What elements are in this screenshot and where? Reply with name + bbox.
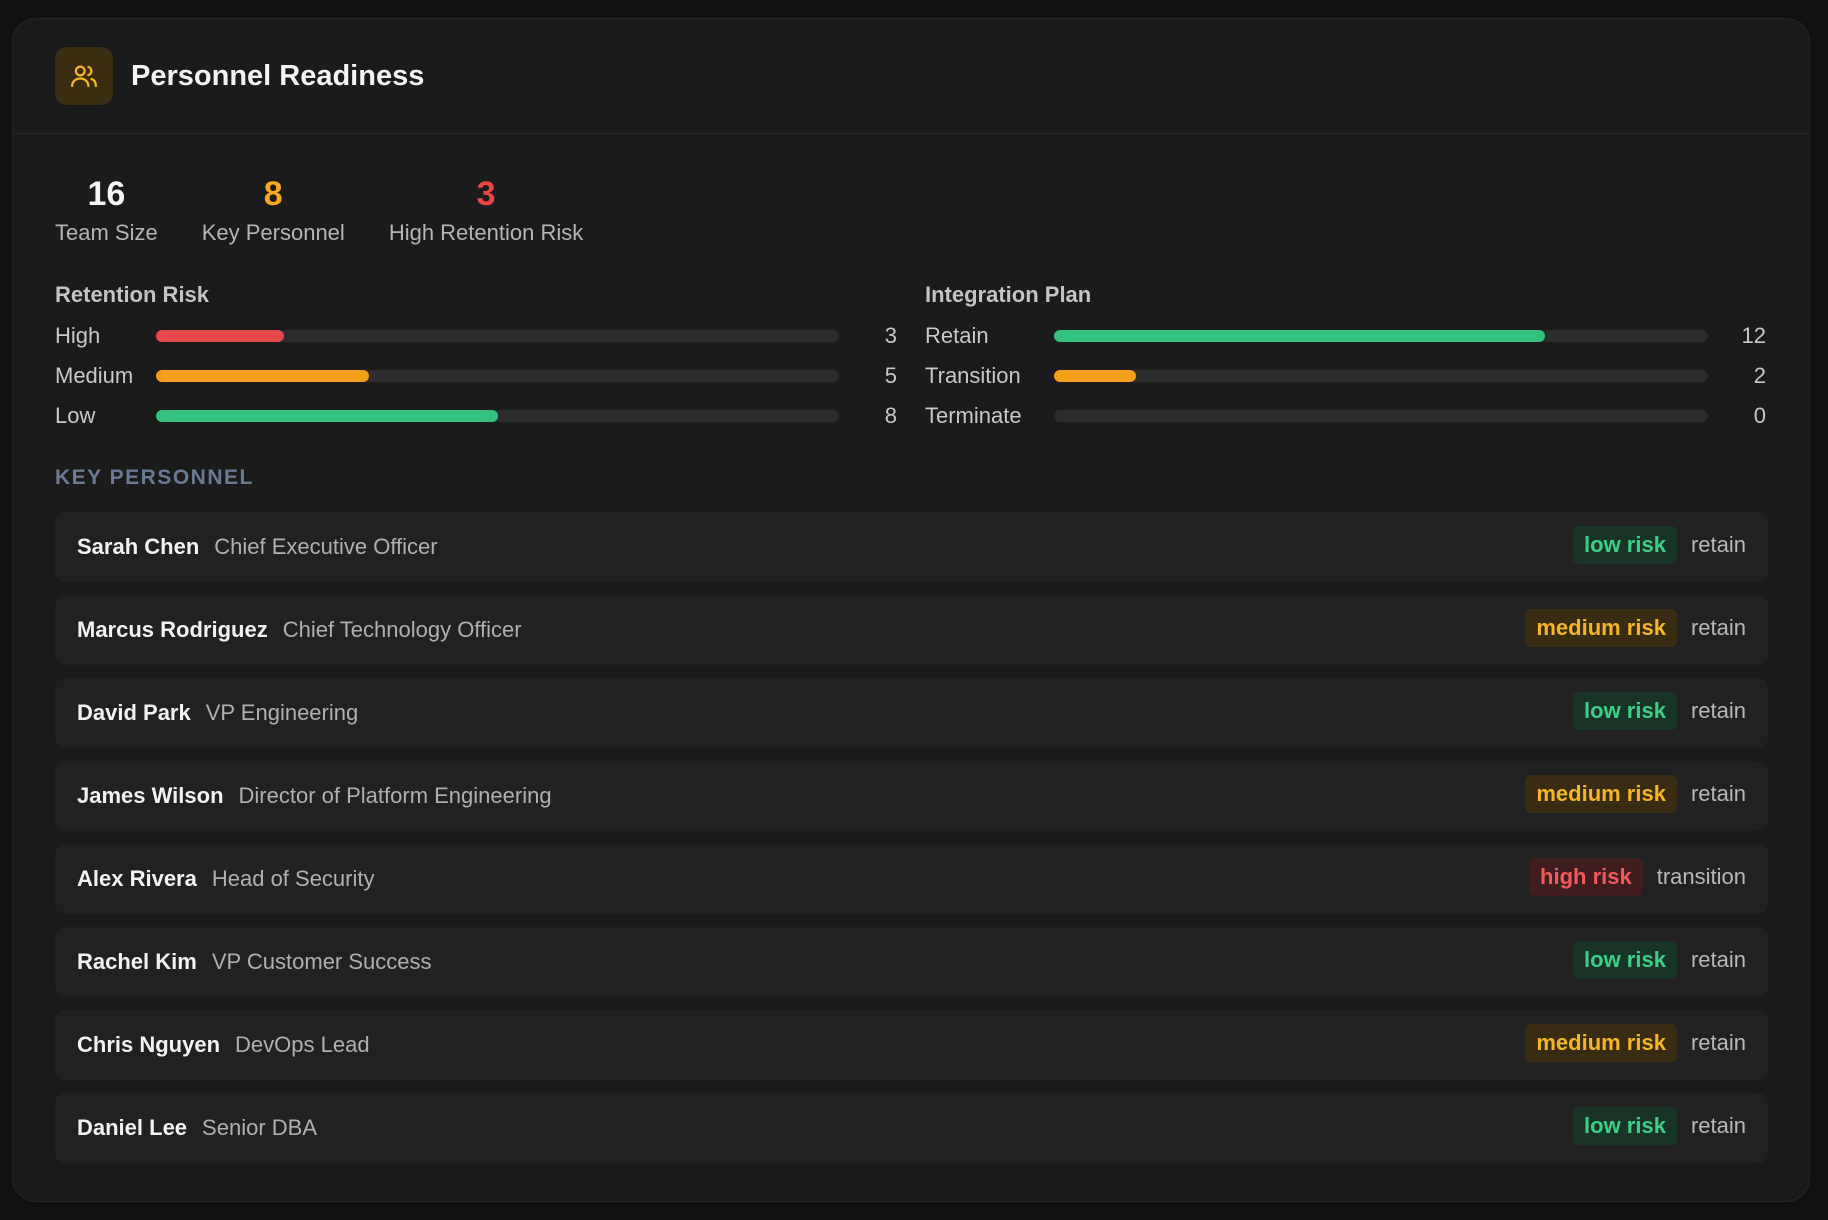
person-name: Marcus Rodriguez (77, 617, 268, 642)
stat-value: 16 (87, 175, 126, 213)
retention-risk-section: Retention Risk High 3 Medium 5 Low 8 (55, 280, 925, 436)
person-role: VP Customer Success (211, 949, 432, 974)
bar-track (1054, 370, 1708, 382)
risk-badge: medium risk (1525, 609, 1677, 647)
list-item[interactable]: Chris Nguyen DevOps Lead medium risk retain (55, 1010, 1768, 1080)
integration-plan-section: Integration Plan Retain 12 Transition 2 Term… (925, 280, 1767, 436)
stat-team-size: 16 Team Size (55, 174, 158, 246)
bar-count: 2 (1753, 363, 1766, 388)
person-role: Director of Platform Engineering (238, 783, 552, 808)
list-item[interactable]: Rachel Kim VP Customer Success low risk ret… (55, 927, 1768, 997)
risk-badge: low risk (1573, 941, 1677, 979)
bar-label: Transition (925, 363, 1021, 388)
stats-row: 16 Team Size 8 Key Personnel 3 High Rete… (55, 174, 1767, 246)
person-role: Head of Security (211, 866, 375, 891)
key-personnel-heading: KEY PERSONNEL (55, 466, 254, 489)
stat-label: High Retention Risk (388, 220, 584, 245)
stat-value: 8 (263, 175, 283, 213)
section-title: Integration Plan (925, 282, 1092, 307)
stat-value: 3 (476, 175, 496, 213)
person-name: Daniel Lee (77, 1115, 188, 1140)
person-role: Senior DBA (202, 1115, 317, 1140)
plan-label: retain (1690, 698, 1746, 723)
person-role: VP Engineering (205, 700, 359, 725)
stat-label: Key Personnel (201, 220, 345, 245)
person-name: David Park (77, 700, 191, 725)
bar-fill (156, 410, 498, 422)
risk-badge: high risk (1529, 858, 1643, 896)
list-item[interactable]: Sarah Chen Chief Executive Officer low ris… (55, 512, 1768, 582)
bar-label: Low (55, 403, 96, 428)
bar-track (156, 370, 839, 382)
plan-label: transition (1656, 864, 1746, 889)
plan-label: retain (1690, 947, 1746, 972)
bar-track (156, 410, 839, 422)
bar-count: 0 (1753, 403, 1766, 428)
section-title: Retention Risk (55, 282, 210, 307)
personnel-readiness-card: Personnel Readiness 16 Team Size 8 Key P… (12, 18, 1810, 1202)
person-role: Chief Technology Officer (282, 617, 522, 642)
bar-row-terminate: Terminate 0 (925, 396, 1767, 436)
person-role: Chief Executive Officer (214, 534, 438, 559)
list-item[interactable]: James Wilson Director of Platform Enginee… (55, 761, 1768, 831)
bar-row-medium: Medium 5 (55, 356, 925, 396)
bar-fill (156, 330, 285, 342)
bar-row-retain: Retain 12 (925, 316, 1767, 356)
bar-label: Terminate (925, 403, 1022, 428)
bar-row-high: High 3 (55, 316, 925, 356)
risk-badge: low risk (1573, 526, 1677, 564)
list-item[interactable]: Alex Rivera Head of Security high risk tran… (55, 844, 1768, 914)
bar-count: 8 (884, 403, 897, 428)
bar-label: High (55, 323, 101, 348)
stat-key-personnel: 8 Key Personnel (202, 174, 345, 246)
bar-row-low: Low 8 (55, 396, 925, 436)
bar-count: 3 (884, 323, 897, 348)
person-role: DevOps Lead (235, 1032, 370, 1057)
users-icon (55, 47, 113, 105)
bar-count: 5 (884, 363, 897, 388)
bar-fill (1054, 370, 1136, 382)
bar-track (1054, 410, 1708, 422)
list-item[interactable]: David Park VP Engineering low risk retain (55, 678, 1768, 748)
plan-label: retain (1690, 781, 1746, 806)
page-title: Personnel Readiness (131, 59, 425, 92)
bar-track (156, 330, 839, 342)
bar-fill (1054, 330, 1545, 342)
person-name: Rachel Kim (77, 949, 197, 974)
risk-badge: low risk (1573, 1107, 1677, 1145)
list-item[interactable]: Daniel Lee Senior DBA low risk retain (55, 1093, 1768, 1163)
key-personnel-list: Sarah Chen Chief Executive Officer low ris… (55, 512, 1768, 1163)
person-name: Alex Rivera (77, 866, 197, 891)
risk-badge: medium risk (1525, 1024, 1677, 1062)
person-name: Chris Nguyen (77, 1032, 221, 1057)
stat-label: Team Size (55, 220, 158, 245)
plan-label: retain (1690, 1113, 1746, 1138)
risk-badge: low risk (1573, 692, 1677, 730)
bar-label: Retain (925, 323, 989, 348)
bar-row-transition: Transition 2 (925, 356, 1767, 396)
bar-fill (156, 370, 370, 382)
list-item[interactable]: Marcus Rodriguez Chief Technology Officer… (55, 595, 1768, 665)
bar-count: 12 (1741, 323, 1766, 348)
person-name: James Wilson (77, 783, 224, 808)
plan-label: retain (1690, 1030, 1746, 1055)
bar-track (1054, 330, 1708, 342)
bar-label: Medium (55, 363, 134, 388)
risk-badge: medium risk (1525, 775, 1677, 813)
plan-label: retain (1690, 615, 1746, 640)
person-name: Sarah Chen (77, 534, 200, 559)
stat-high-retention-risk: 3 High Retention Risk (389, 174, 583, 246)
card-header: Personnel Readiness (13, 19, 1809, 134)
plan-label: retain (1690, 532, 1746, 557)
